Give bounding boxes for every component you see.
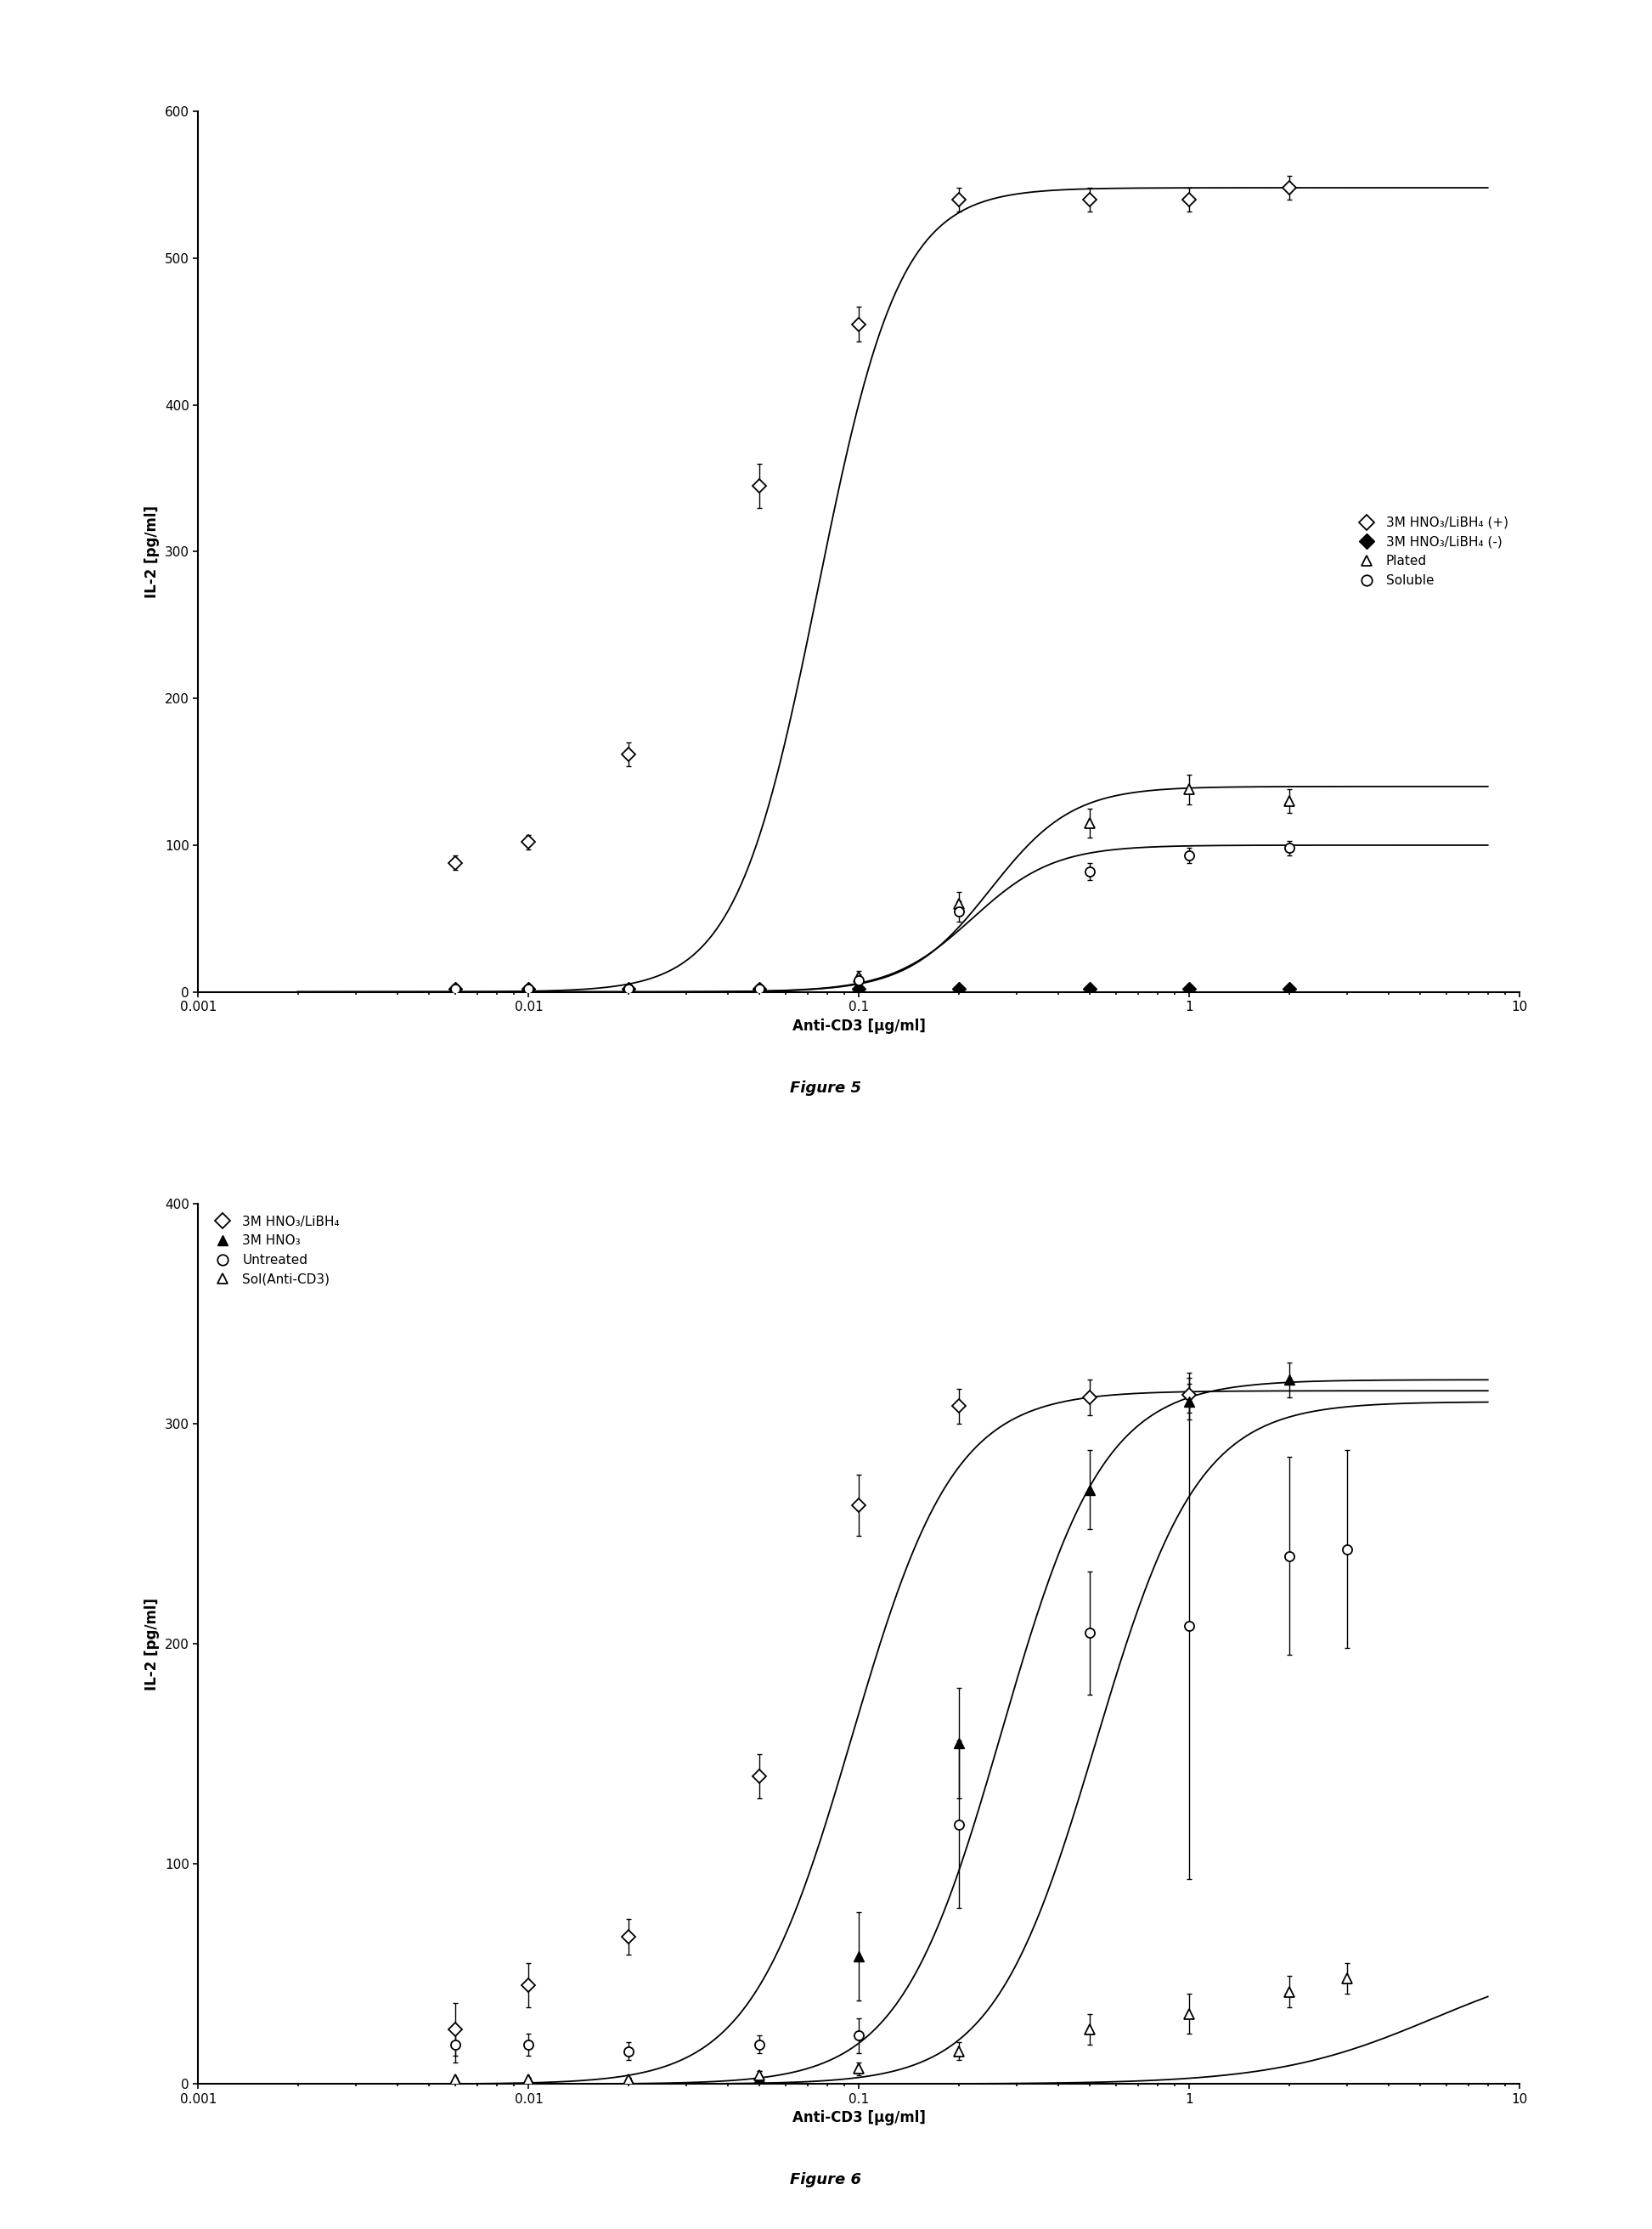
X-axis label: Anti-CD3 [μg/ml]: Anti-CD3 [μg/ml]: [793, 1019, 925, 1034]
Text: Figure 5: Figure 5: [790, 1081, 862, 1094]
Legend: 3M HNO₃/LiBH₄ (+), 3M HNO₃/LiBH₄ (-), Plated, Soluble: 3M HNO₃/LiBH₄ (+), 3M HNO₃/LiBH₄ (-), Pl…: [1348, 510, 1513, 593]
Y-axis label: IL-2 [pg/ml]: IL-2 [pg/ml]: [145, 506, 160, 597]
Text: Figure 6: Figure 6: [790, 2173, 862, 2187]
Legend: 3M HNO₃/LiBH₄, 3M HNO₃, Untreated, Sol(Anti-CD3): 3M HNO₃/LiBH₄, 3M HNO₃, Untreated, Sol(A…: [205, 1210, 345, 1291]
X-axis label: Anti-CD3 [μg/ml]: Anti-CD3 [μg/ml]: [793, 2111, 925, 2126]
Y-axis label: IL-2 [pg/ml]: IL-2 [pg/ml]: [145, 1598, 160, 1690]
